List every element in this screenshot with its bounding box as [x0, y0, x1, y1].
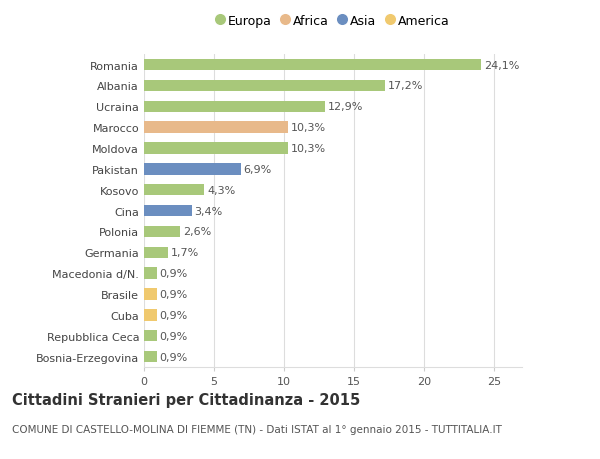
- Bar: [144, 351, 157, 363]
- Text: COMUNE DI CASTELLO-MOLINA DI FIEMME (TN) - Dati ISTAT al 1° gennaio 2015 - TUTTI: COMUNE DI CASTELLO-MOLINA DI FIEMME (TN)…: [12, 425, 502, 435]
- Legend: Europa, Africa, Asia, America: Europa, Africa, Asia, America: [213, 11, 453, 32]
- Text: 12,9%: 12,9%: [328, 102, 363, 112]
- Text: 17,2%: 17,2%: [388, 81, 423, 91]
- Bar: [144, 185, 204, 196]
- Text: 10,3%: 10,3%: [291, 123, 326, 133]
- Bar: [144, 330, 157, 341]
- Bar: [144, 289, 157, 300]
- Bar: [144, 164, 241, 175]
- Bar: [144, 122, 288, 134]
- Bar: [144, 268, 157, 279]
- Text: 24,1%: 24,1%: [484, 61, 520, 71]
- Text: 10,3%: 10,3%: [291, 144, 326, 154]
- Bar: [144, 60, 481, 71]
- Text: 0,9%: 0,9%: [160, 331, 188, 341]
- Text: 0,9%: 0,9%: [160, 269, 188, 279]
- Text: 4,3%: 4,3%: [207, 185, 235, 196]
- Text: 0,9%: 0,9%: [160, 352, 188, 362]
- Bar: [144, 226, 181, 238]
- Text: 6,9%: 6,9%: [244, 164, 272, 174]
- Bar: [144, 81, 385, 92]
- Bar: [144, 309, 157, 321]
- Bar: [144, 101, 325, 113]
- Text: 1,7%: 1,7%: [170, 248, 199, 258]
- Bar: [144, 206, 191, 217]
- Text: 0,9%: 0,9%: [160, 289, 188, 299]
- Bar: [144, 143, 288, 154]
- Text: 3,4%: 3,4%: [194, 206, 223, 216]
- Bar: [144, 247, 168, 258]
- Text: Cittadini Stranieri per Cittadinanza - 2015: Cittadini Stranieri per Cittadinanza - 2…: [12, 392, 360, 408]
- Text: 2,6%: 2,6%: [183, 227, 211, 237]
- Text: 0,9%: 0,9%: [160, 310, 188, 320]
